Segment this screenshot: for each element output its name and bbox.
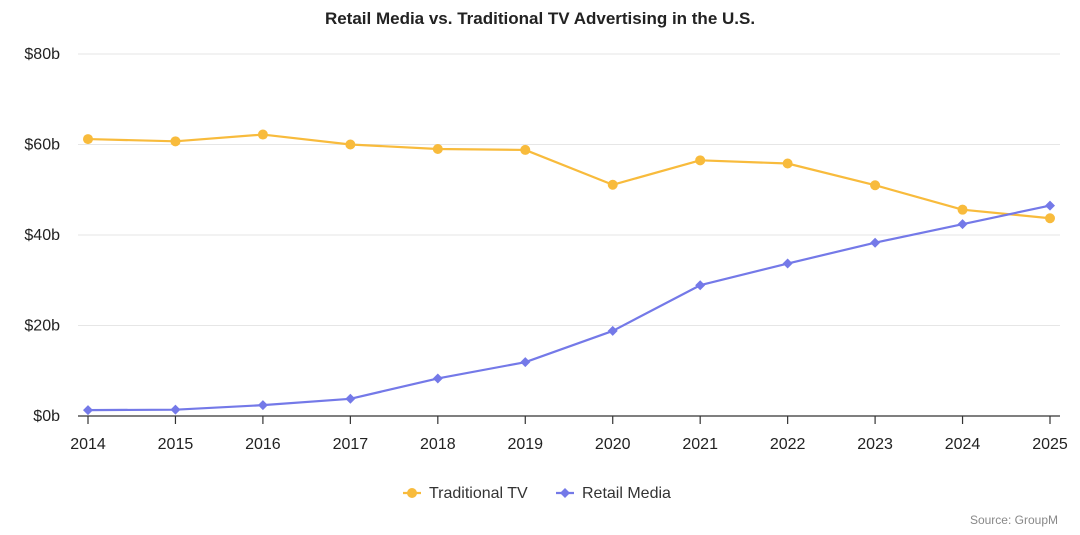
retail-media-point [782,258,793,269]
retail-media-point [432,373,443,384]
legend: Traditional TV Retail Media [403,485,671,502]
legend-label: Traditional TV [429,485,528,502]
chart-title: Retail Media vs. Traditional TV Advertis… [325,9,755,28]
gridlines [78,53,1060,326]
legend-item-retail-media: Retail Media [556,485,671,502]
retail-media-point [1045,200,1055,211]
traditional-tv-point [782,158,793,169]
x-tick-label: 2023 [857,436,893,453]
traditional-tv-point [607,179,618,190]
retail-media-point [607,325,618,336]
x-tick-label: 2019 [507,436,543,453]
traditional-tv-point [432,144,443,155]
x-tick-label: 2020 [595,436,631,453]
x-tick-label: 2018 [420,436,456,453]
x-tick-label: 2025 [1032,436,1068,453]
y-tick-label: $80b [24,46,60,63]
x-axis: 2014 2015 2016 2017 2018 2019 2020 2021 2022 2023… [70,415,1068,453]
legend-swatch-marker [560,488,570,498]
x-tick-label: 2017 [333,436,369,453]
retail-media-point [345,393,356,404]
traditional-tv-point [695,155,706,166]
y-tick-label: $0b [33,408,60,425]
retail-media-point [957,219,968,230]
y-tick-label: $20b [24,318,60,335]
traditional-tv-point [870,180,881,191]
retail-media-line [86,204,1052,412]
retail-media-point [257,400,268,411]
retail-media-point [83,405,93,416]
retail-media-point [695,280,706,291]
traditional-tv-point [170,136,181,147]
x-tick-label: 2022 [770,436,806,453]
traditional-tv-point [520,144,531,155]
retail-media-point [520,357,531,368]
series-traditional-tv [83,129,1055,224]
x-tick-label: 2015 [158,436,194,453]
traditional-tv-point [83,134,93,145]
traditional-tv-point [257,129,268,140]
y-tick-label: $60b [24,137,60,154]
x-tick-label: 2021 [682,436,718,453]
source-label: Source: GroupM [970,513,1058,527]
legend-label: Retail Media [582,485,671,502]
plot-area [83,129,1055,416]
traditional-tv-point [1045,213,1055,224]
y-axis: $0b $20b $40b $60b $80b [24,46,60,425]
x-tick-label: 2024 [945,436,981,453]
y-tick-label: $40b [24,227,60,244]
x-tick-label: 2014 [70,436,106,453]
traditional-tv-point [957,204,968,215]
retail-media-point [870,237,881,248]
traditional-tv-point [345,139,356,150]
legend-swatch-marker [407,488,417,498]
retail-media-point [170,404,181,415]
x-tick-label: 2016 [245,436,281,453]
legend-item-traditional-tv: Traditional TV [403,485,528,502]
series-retail-media [83,200,1055,416]
traditional-tv-line [86,133,1052,220]
